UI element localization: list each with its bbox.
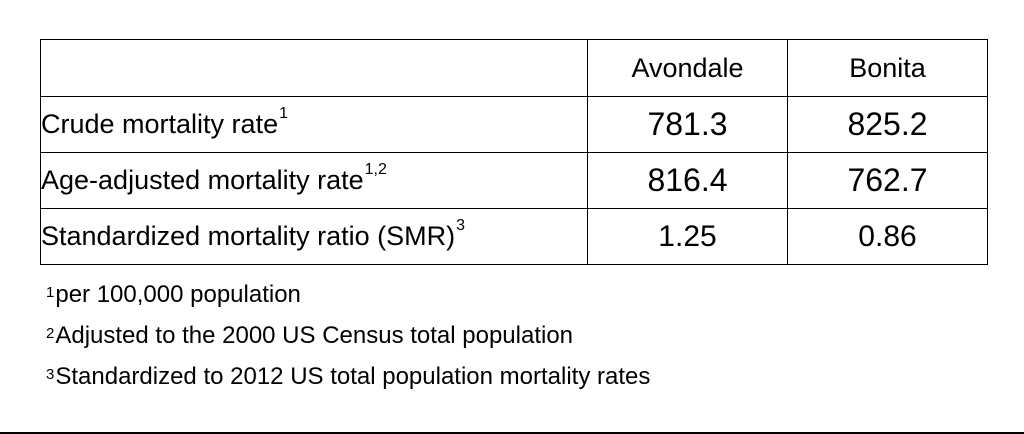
row-label-crude-mortality: Crude mortality rate1	[40, 96, 588, 153]
cell-bonita-crude: 825.2	[787, 96, 988, 153]
footnote-marker: 3	[46, 366, 55, 383]
footnote-1: 1per 100,000 population	[46, 278, 650, 319]
table-row-crude-mortality: Crude mortality rate1 781.3 825.2	[40, 96, 988, 153]
table-row-age-adjusted-mortality: Age-adjusted mortality rate1,2 816.4 762…	[40, 152, 988, 209]
footnote-marker: 3	[456, 217, 466, 234]
footnote-marker: 1	[46, 284, 55, 301]
footnote-2: 2Adjusted to the 2000 US Census total po…	[46, 319, 650, 360]
cell-bonita-smr: 0.86	[787, 208, 988, 265]
row-label-text: Crude mortality rate	[41, 109, 279, 139]
footnotes: 1per 100,000 population 2Adjusted to the…	[46, 278, 650, 401]
column-header-bonita: Bonita	[787, 39, 988, 97]
mortality-table: Avondale Bonita Crude mortality rate1 78…	[40, 39, 988, 265]
column-header-avondale: Avondale	[587, 39, 788, 97]
footnote-marker: 1	[279, 105, 288, 122]
header-corner-cell	[40, 39, 588, 97]
cell-avondale-smr: 1.25	[587, 208, 788, 265]
footnote-text: Adjusted to the 2000 US Census total pop…	[55, 322, 574, 349]
row-label-age-adjusted-mortality: Age-adjusted mortality rate1,2	[40, 152, 588, 209]
footnote-marker: 2	[46, 325, 55, 342]
cell-avondale-crude: 781.3	[587, 96, 788, 153]
row-label-smr: Standardized mortality ratio (SMR)3	[40, 208, 588, 265]
cell-bonita-age-adjusted: 762.7	[787, 152, 988, 209]
footnote-text: Standardized to 2012 US total population…	[55, 363, 651, 390]
table-header-row: Avondale Bonita	[40, 39, 988, 97]
cell-avondale-age-adjusted: 816.4	[587, 152, 788, 209]
row-label-text: Standardized mortality ratio (SMR)	[41, 221, 456, 251]
footnote-3: 3Standardized to 2012 US total populatio…	[46, 360, 650, 401]
row-label-text: Age-adjusted mortality rate	[41, 165, 364, 195]
bottom-divider	[0, 432, 1024, 434]
footnote-text: per 100,000 population	[55, 281, 301, 308]
table-row-smr: Standardized mortality ratio (SMR)3 1.25…	[40, 208, 988, 265]
footnote-marker: 1,2	[364, 161, 387, 178]
